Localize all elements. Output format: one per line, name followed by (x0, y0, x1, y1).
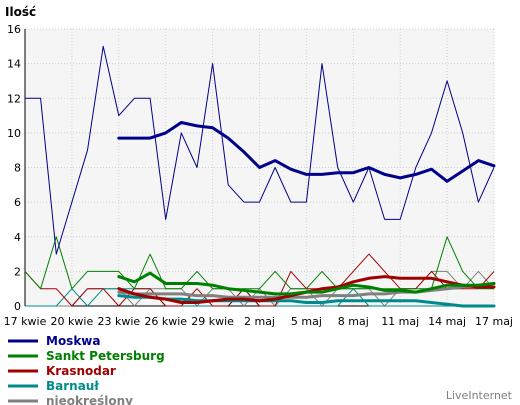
series-line-sankt-petersburg (24, 236, 494, 290)
y-tick-label: 16 (7, 23, 21, 36)
y-tick-label: 0 (14, 300, 21, 313)
y-tick-label: 12 (7, 92, 21, 105)
y-axis-label: Ilość (5, 5, 36, 19)
y-tick-label: 8 (14, 162, 21, 175)
x-tick-label: 17 maj (475, 315, 513, 328)
series-trend-barnau- (117, 294, 496, 308)
series-trend-sankt-petersburg (117, 271, 496, 296)
y-tick-label: 4 (14, 231, 21, 244)
x-tick-label: 20 kwie (51, 315, 94, 328)
x-tick-label: 5 maj (291, 315, 322, 328)
legend-label-moskwa: Moskwa (46, 334, 101, 348)
y-tick-label: 14 (7, 58, 21, 71)
x-tick-label: 2 maj (244, 315, 275, 328)
series-trend-moskwa (117, 121, 496, 183)
legend-label-krasnodar: Krasnodar (46, 364, 116, 378)
series-trend-nieokre-lony (117, 282, 496, 299)
x-tick-label: 14 maj (428, 315, 466, 328)
legend-label-barnau-: Barnauł (46, 379, 99, 393)
x-tick-label: 29 kwie (191, 315, 234, 328)
legend-label-sankt-petersburg: Sankt Petersburg (46, 349, 165, 363)
y-tick-label: 6 (14, 196, 21, 209)
x-tick-label: 8 maj (338, 315, 369, 328)
series-line-moskwa (25, 45, 495, 255)
x-tick-label: 23 kwie (97, 315, 140, 328)
legend-label-nieokre-lony: nieokreślony (46, 394, 133, 405)
x-tick-label: 11 maj (381, 315, 419, 328)
credit-label: LiveInternet (446, 389, 513, 402)
y-tick-label: 10 (7, 127, 21, 140)
y-tick-label: 2 (14, 265, 21, 278)
x-tick-label: 17 kwie (4, 315, 47, 328)
x-tick-label: 26 kwie (144, 315, 187, 328)
